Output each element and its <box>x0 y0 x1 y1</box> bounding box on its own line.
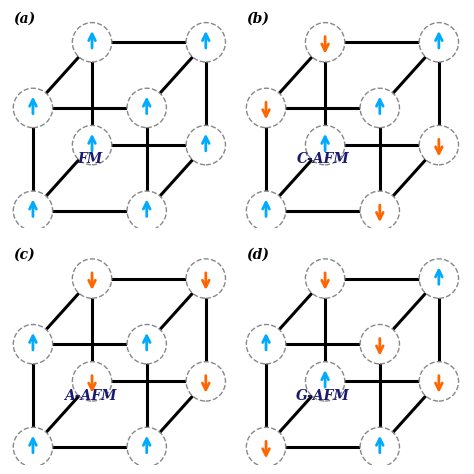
Circle shape <box>305 23 345 62</box>
Circle shape <box>419 23 458 62</box>
Circle shape <box>127 428 166 467</box>
Text: (d): (d) <box>246 248 269 262</box>
Circle shape <box>73 126 112 165</box>
Circle shape <box>246 88 286 128</box>
Text: A-AFM: A-AFM <box>64 389 116 402</box>
Text: FM: FM <box>77 152 102 166</box>
Text: C-AFM: C-AFM <box>297 152 349 166</box>
Circle shape <box>13 191 53 230</box>
Circle shape <box>186 362 226 401</box>
Circle shape <box>246 428 286 467</box>
Circle shape <box>13 428 53 467</box>
Circle shape <box>13 88 53 128</box>
Circle shape <box>246 325 286 364</box>
Text: (a): (a) <box>13 12 36 26</box>
Circle shape <box>305 126 345 165</box>
Circle shape <box>360 88 400 128</box>
Circle shape <box>360 428 400 467</box>
Text: (c): (c) <box>13 248 35 262</box>
Circle shape <box>127 88 166 128</box>
Circle shape <box>419 259 458 298</box>
Circle shape <box>360 191 400 230</box>
Text: G-AFM: G-AFM <box>296 389 350 402</box>
Circle shape <box>73 23 112 62</box>
Circle shape <box>127 325 166 364</box>
Circle shape <box>419 362 458 401</box>
Circle shape <box>73 362 112 401</box>
Circle shape <box>419 126 458 165</box>
Circle shape <box>13 325 53 364</box>
Circle shape <box>186 259 226 298</box>
Circle shape <box>246 191 286 230</box>
Circle shape <box>186 23 226 62</box>
Text: (b): (b) <box>246 12 269 26</box>
Circle shape <box>305 259 345 298</box>
Circle shape <box>186 126 226 165</box>
Circle shape <box>305 362 345 401</box>
Circle shape <box>73 259 112 298</box>
Circle shape <box>360 325 400 364</box>
Circle shape <box>127 191 166 230</box>
